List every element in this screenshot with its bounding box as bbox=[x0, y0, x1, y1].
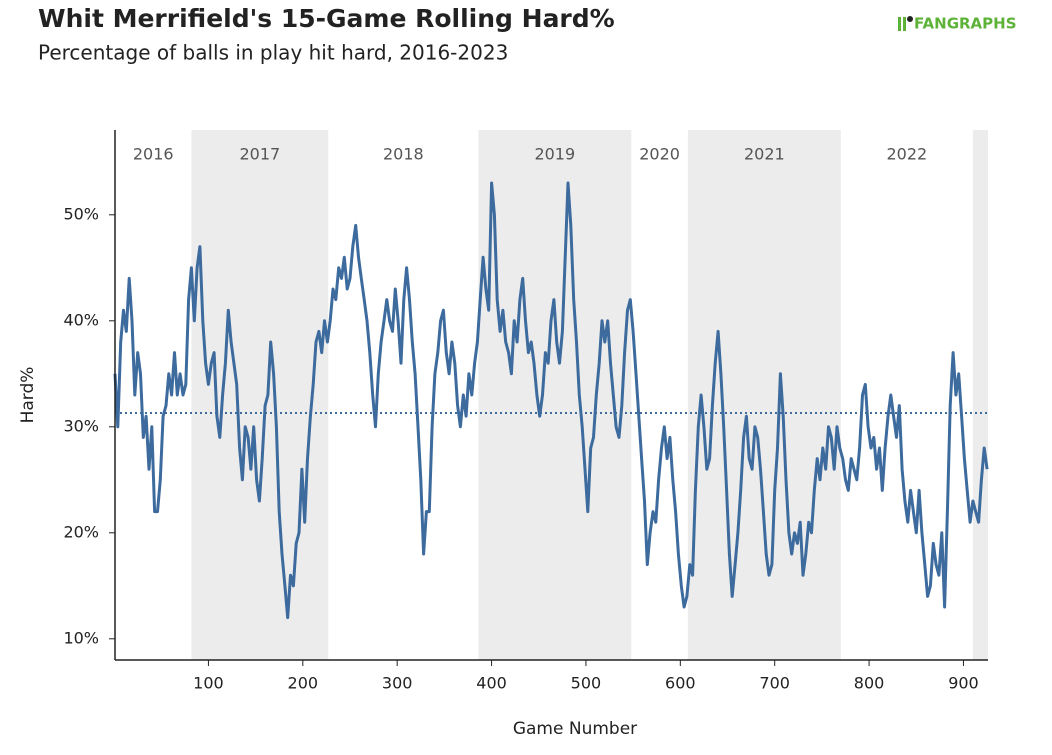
y-tick-label: 50% bbox=[63, 204, 99, 223]
y-tick-label: 40% bbox=[63, 310, 99, 329]
season-band bbox=[972, 130, 988, 660]
season-label: 2022 bbox=[886, 145, 927, 164]
x-tick-label: 400 bbox=[476, 674, 507, 693]
logo-icon bbox=[898, 16, 913, 31]
chart-subtitle: Percentage of balls in play hit hard, 20… bbox=[38, 41, 508, 65]
logo: FANGRAPHS bbox=[914, 15, 1017, 33]
season-label: 2019 bbox=[534, 145, 575, 164]
y-axis-label: Hard% bbox=[18, 367, 38, 424]
season-label: 2021 bbox=[744, 145, 785, 164]
data-line bbox=[113, 181, 989, 620]
chart-title: Whit Merrifield's 15-Game Rolling Hard% bbox=[38, 4, 615, 33]
season-label: 2020 bbox=[639, 145, 680, 164]
season-label: 2018 bbox=[383, 145, 424, 164]
x-axis-label: Game Number bbox=[513, 719, 637, 739]
season-band bbox=[687, 130, 841, 660]
season-band bbox=[478, 130, 632, 660]
x-tick-label: 500 bbox=[571, 674, 602, 693]
y-tick-label: 10% bbox=[63, 628, 99, 647]
x-tick-label: 800 bbox=[854, 674, 885, 693]
x-tick-label: 200 bbox=[288, 674, 319, 693]
season-label: 2016 bbox=[133, 145, 174, 164]
y-tick-label: 30% bbox=[63, 416, 99, 435]
x-tick-label: 900 bbox=[948, 674, 979, 693]
season-label: 2017 bbox=[240, 145, 281, 164]
x-tick-label: 700 bbox=[759, 674, 790, 693]
x-tick-label: 100 bbox=[193, 674, 224, 693]
season-band bbox=[191, 130, 329, 660]
y-tick-label: 20% bbox=[63, 522, 99, 541]
x-tick-label: 300 bbox=[382, 674, 413, 693]
x-tick-label: 600 bbox=[665, 674, 696, 693]
